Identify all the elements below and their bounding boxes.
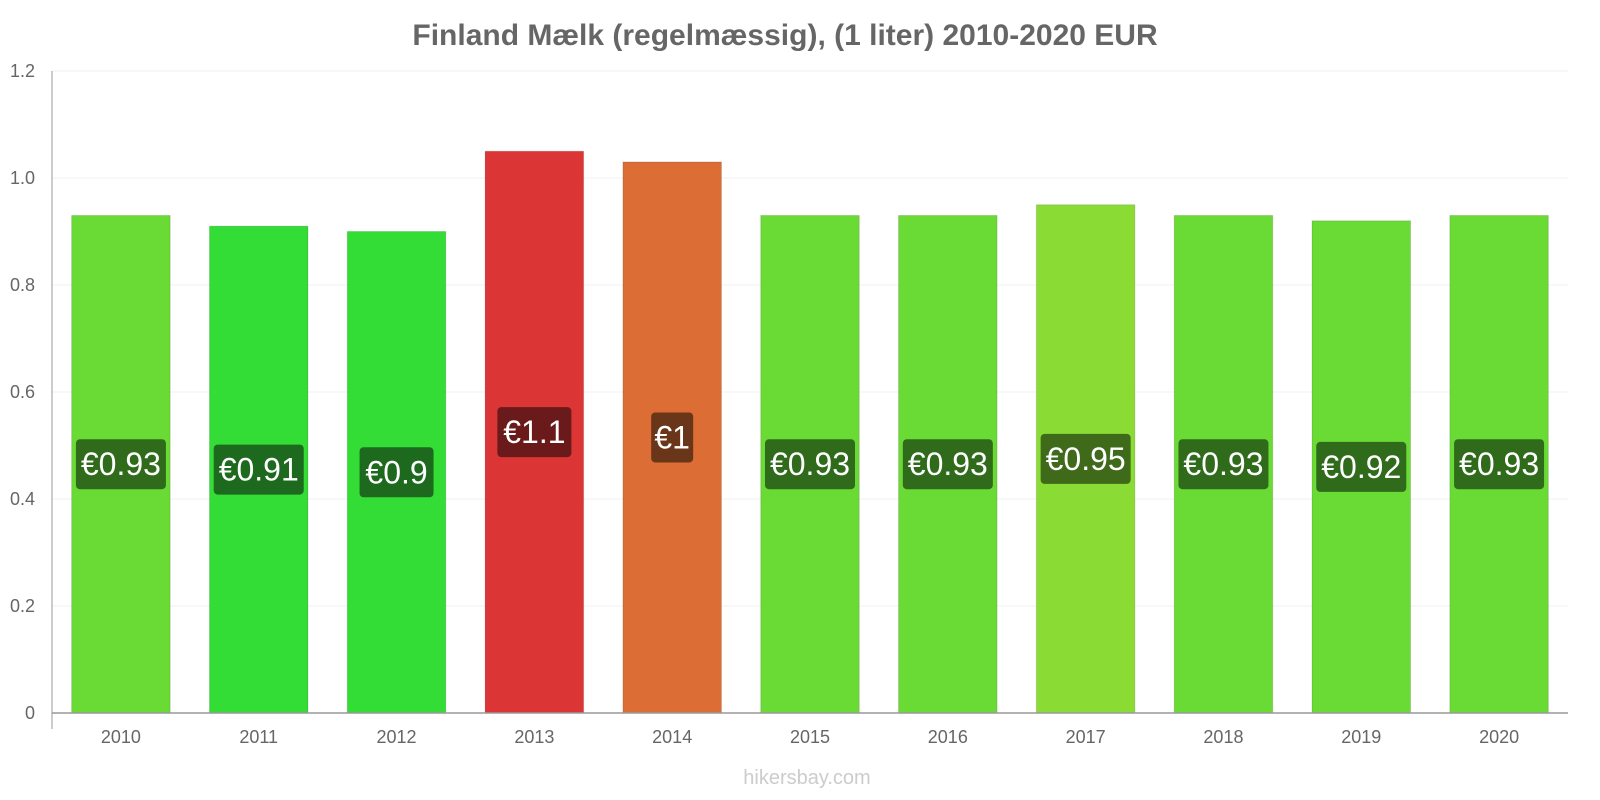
x-tick-label: 2011 [239, 727, 278, 747]
data-label: €1.1 [503, 414, 565, 450]
data-label-box [359, 447, 434, 498]
x-tick-label: 2017 [1066, 727, 1106, 747]
y-tick-label: 1.2 [10, 61, 35, 81]
y-tick-label: 0.6 [10, 382, 35, 402]
data-label: €0.95 [1046, 441, 1126, 477]
y-tick-label: 0.2 [10, 596, 35, 616]
data-label-box [765, 439, 855, 490]
y-tick-label: 0.4 [10, 489, 35, 509]
x-tick-label: 2020 [1479, 727, 1519, 747]
data-label-box [902, 439, 993, 490]
data-label-box [651, 412, 694, 463]
x-tick-label: 2010 [101, 727, 141, 747]
data-label: €0.9 [365, 454, 427, 490]
data-label: €0.92 [1321, 449, 1401, 485]
data-label-box [213, 444, 304, 495]
data-labels: €0.93 €0.91 €0.9 €1.1 €1 €0.93 €0.93 €0.95 €0.93… [75, 407, 1545, 498]
data-label: €0.93 [81, 446, 161, 482]
x-tick-label: 2015 [790, 727, 830, 747]
data-label: €0.93 [908, 446, 988, 482]
data-label-box [497, 407, 572, 458]
data-label: €0.91 [219, 452, 299, 488]
y-tick-label: 0.8 [10, 275, 35, 295]
x-tick-label: 2014 [652, 727, 692, 747]
x-tick-label: 2016 [928, 727, 968, 747]
y-tick-label: 1.0 [10, 168, 35, 188]
data-label: €0.93 [770, 446, 850, 482]
x-tick-label: 2013 [514, 727, 554, 747]
y-tick-label: 0 [25, 703, 35, 723]
data-label: €1 [654, 419, 690, 455]
data-label-box [75, 439, 166, 490]
x-tick-label: 2019 [1341, 727, 1381, 747]
data-label: €0.93 [1183, 446, 1263, 482]
chart-title: Finland Mælk (regelmæssig), (1 liter) 20… [412, 19, 1158, 52]
x-tick-label: 2012 [377, 727, 417, 747]
axes: 0 0.2 0.4 0.6 0.8 1.0 1.2 2010 2011 2012 2013 2014 2… [10, 61, 1568, 747]
watermark: hikersbay.com [743, 767, 870, 789]
data-label-box [1040, 433, 1131, 484]
data-label-box [1178, 439, 1269, 490]
bars [71, 150, 1549, 714]
x-tick-label: 2018 [1203, 727, 1243, 747]
data-label-box [1316, 441, 1407, 492]
data-label: €0.93 [1459, 446, 1539, 482]
data-label-box [1454, 439, 1545, 490]
